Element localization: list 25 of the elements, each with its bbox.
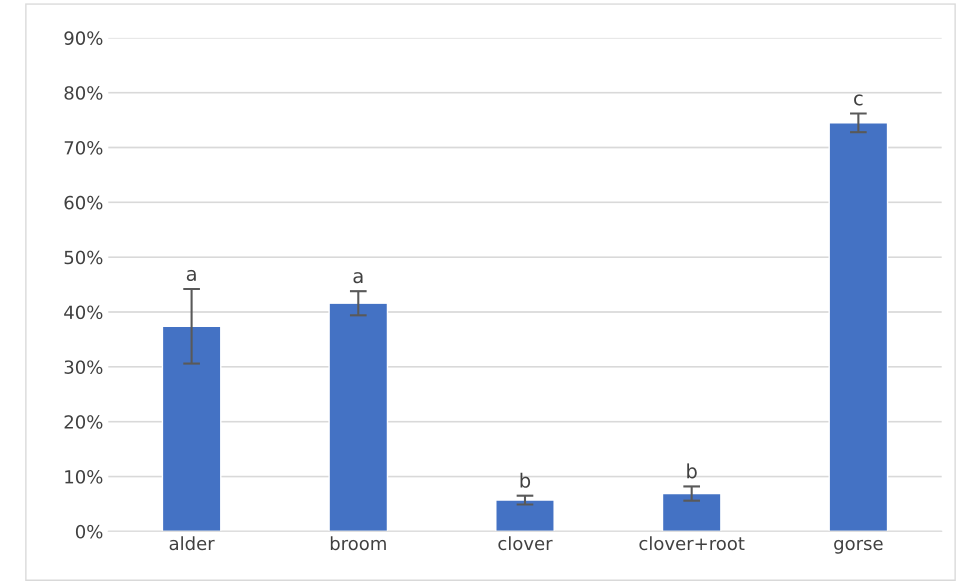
annotation: c: [854, 94, 863, 106]
bar: [662, 492, 722, 532]
y-tick-label: 30%: [64, 360, 102, 374]
y-tick-label: 50%: [64, 250, 102, 264]
y-tick-label: 80%: [64, 86, 102, 100]
bar: [495, 499, 555, 532]
bar: [328, 302, 388, 532]
x-tick-label: clover+root: [639, 536, 745, 550]
y-tick-label: 70%: [64, 140, 102, 155]
y-tick-label: 90%: [64, 31, 102, 45]
annotation: b: [687, 463, 697, 478]
bar: [828, 122, 888, 532]
x-tick-label: broom: [330, 536, 386, 550]
annotation: a: [186, 270, 196, 282]
annotation: a: [354, 272, 362, 284]
y-tick-label: 10%: [65, 470, 102, 484]
y-tick-label: 20%: [64, 415, 102, 429]
annotation: b: [520, 472, 530, 488]
y-tick-label: 0%: [76, 524, 102, 538]
y-tick-label: 40%: [64, 305, 102, 320]
y-tick-label: 60%: [64, 196, 102, 210]
bar: [162, 326, 222, 532]
x-tick-label: alder: [170, 536, 215, 550]
x-tick-label: clover: [498, 536, 553, 550]
x-tick-label: gorse: [834, 540, 883, 554]
